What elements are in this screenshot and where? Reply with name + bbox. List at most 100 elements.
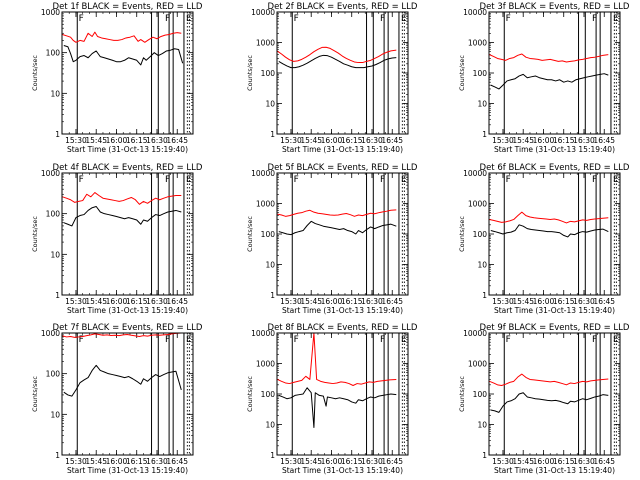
interval-flag: F [79,14,84,24]
x-axis-label: Start Time (31-Oct-13 15:19:40) [67,306,188,315]
x-tick-label: 15:30 [492,297,514,306]
y-tick-label: 1000 [256,360,275,369]
y-tick-label: 10 [265,100,275,109]
events-series-line [490,224,609,238]
x-tick-label: 16:45 [593,136,615,145]
y-tick-label: 100 [261,390,276,399]
y-tick-label: 10000 [463,329,487,338]
x-tick-label: 16:30 [573,297,595,306]
x-tick-label: 15:45 [512,457,534,466]
interval-flag: F [294,335,299,345]
y-axis-label: Counts/sec [246,216,254,252]
x-tick-label: 16:15 [126,457,148,466]
interval-flag: F [165,175,170,185]
interval-flag: F [506,14,511,24]
y-tick-label: 100 [46,49,61,58]
y-axis-label: Counts/sec [458,376,466,412]
panel-title: Det 7f BLACK = Events, RED = LLD [53,323,203,333]
events-series-line [63,45,184,66]
y-tick-label: 10 [50,410,60,419]
y-tick-label: 1 [482,291,487,300]
lld-series-line [277,209,397,217]
y-axis-label: Counts/sec [458,216,466,252]
x-tick-label: 16:00 [106,457,128,466]
panel-title: Det 9f BLACK = Events, RED = LLD [480,323,630,333]
events-series-line [63,364,182,397]
x-tick-label: 16:30 [361,136,383,145]
panel-title: Det 1f BLACK = Events, RED = LLD [53,2,203,12]
y-tick-label: 100 [473,69,488,78]
x-tick-label: 15:30 [492,136,514,145]
panel-title: Det 2f BLACK = Events, RED = LLD [268,2,418,12]
x-tick-label: 16:30 [361,457,383,466]
x-axis-label: Start Time (31-Oct-13 15:19:40) [494,306,615,315]
y-tick-label: 10000 [251,329,275,338]
x-tick-label: 16:00 [321,457,343,466]
panel-title: Det 6f BLACK = Events, RED = LLD [480,163,630,173]
y-tick-label: 10000 [463,8,487,17]
x-tick-label: 16:00 [321,297,343,306]
lld-series-line [489,53,609,63]
x-tick-label: 16:45 [381,297,403,306]
interval-flag: F [380,14,385,24]
y-tick-label: 1 [270,451,275,460]
y-tick-label: 1000 [41,8,60,17]
x-tick-label: 16:00 [106,136,128,145]
x-tick-label: 16:45 [166,297,188,306]
detector-panel-9: Det 9f BLACK = Events, RED = LLD 1 10 100 10… [458,323,630,475]
detector-panel-7: Det 7f BLACK = Events, RED = LLD 1 10 100 10… [31,323,203,475]
lld-series-line [489,211,609,224]
y-tick-label: 100 [261,69,276,78]
y-tick-label: 10 [477,421,487,430]
lld-series-line [62,192,182,205]
x-axis-label: Start Time (31-Oct-13 15:19:40) [494,145,615,154]
events-series-line [63,206,182,227]
detector-panel-3: Det 3f BLACK = Events, RED = LLD 1 10 100 10… [458,2,630,154]
interval-flag: F [592,175,597,185]
y-tick-label: 1 [482,451,487,460]
y-tick-label: 1000 [41,329,60,338]
plot-frame [61,332,194,456]
detector-panel-4: Det 4f BLACK = Events, RED = LLD 1 10 100 10… [31,163,203,315]
x-tick-label: 16:30 [573,457,595,466]
x-tick-label: 15:30 [65,136,87,145]
interval-flag: E [613,175,619,185]
events-series-line [278,387,397,428]
interval-flag: E [186,175,192,185]
interval-flag: F [380,175,385,185]
x-tick-label: 16:30 [146,457,168,466]
interval-flag: F [592,14,597,24]
y-tick-label: 10000 [251,169,275,178]
y-axis-label: Counts/sec [458,55,466,91]
detector-panel-2: Det 2f BLACK = Events, RED = LLD 1 10 100 10… [246,2,418,154]
x-tick-label: 16:30 [146,297,168,306]
y-axis-label: Counts/sec [246,376,254,412]
plot-frame [61,11,194,135]
x-tick-label: 15:45 [85,297,107,306]
events-series-line [278,54,397,69]
y-tick-label: 10 [477,100,487,109]
interval-flag: F [165,14,170,24]
x-tick-label: 15:30 [280,457,302,466]
y-axis-label: Counts/sec [31,55,39,91]
plot-frame [488,172,621,296]
y-tick-label: 10 [265,421,275,430]
events-series-line [490,392,609,413]
x-tick-label: 16:00 [106,297,128,306]
interval-flag: E [401,14,407,24]
plot-frame [276,11,409,135]
lld-series-line [277,46,397,64]
y-tick-label: 1 [270,130,275,139]
x-tick-label: 16:15 [126,297,148,306]
y-tick-label: 10 [50,89,60,98]
panel-title: Det 8f BLACK = Events, RED = LLD [268,323,418,333]
interval-flag: F [294,175,299,185]
y-tick-label: 100 [473,230,488,239]
x-axis-label: Start Time (31-Oct-13 15:19:40) [282,466,403,475]
x-tick-label: 16:15 [341,457,363,466]
lld-series-line [489,373,609,386]
x-axis-label: Start Time (31-Oct-13 15:19:40) [67,466,188,475]
x-tick-label: 16:15 [341,297,363,306]
interval-flag: F [79,175,84,185]
x-tick-label: 15:30 [280,297,302,306]
